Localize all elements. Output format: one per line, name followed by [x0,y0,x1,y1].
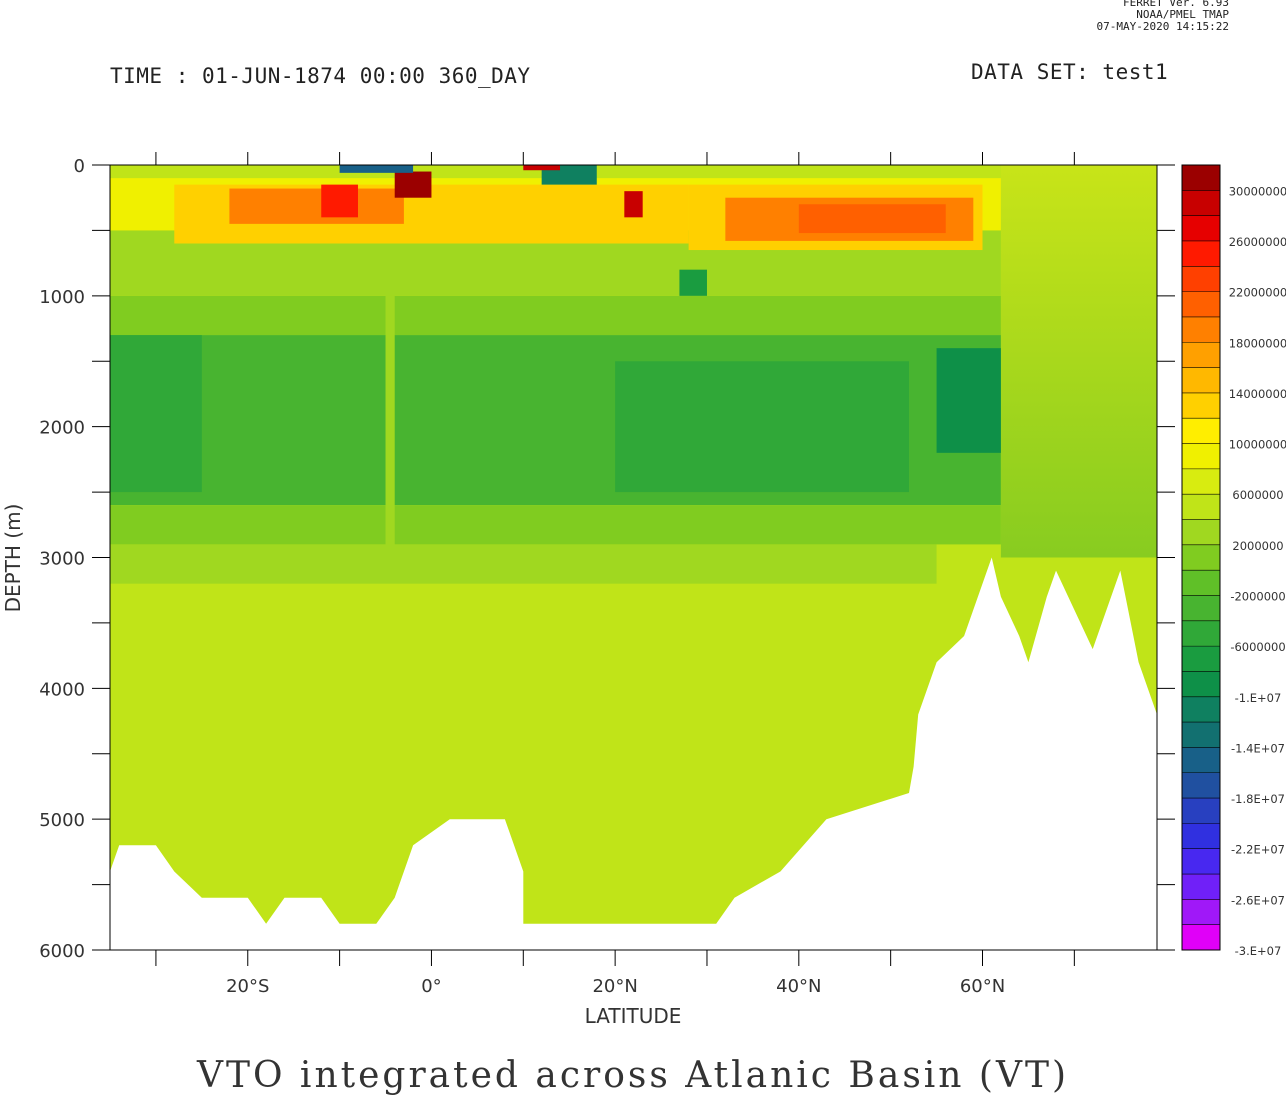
colorbar-swatch [1182,215,1220,242]
field-south-cell-core [229,188,404,224]
field-deep-transition [110,544,937,584]
colorbar-swatch [1182,291,1220,318]
colorbar-swatch [1182,342,1220,368]
colorbar-swatch [1182,848,1220,875]
field-north-cell-peak [798,204,946,234]
colorbar-label: -2.2E+07 [1231,843,1285,857]
x-tick-label: 40°N [776,976,821,997]
colorbar-label: 22000000 [1229,286,1286,300]
colorbar-swatch [1182,722,1220,748]
y-tick-label: 1000 [39,287,85,308]
colorbar-swatch [1182,747,1220,774]
y-tick-label: 4000 [39,679,85,700]
field-deep-lower [110,505,1001,545]
colorbar-swatch [1182,468,1220,495]
ferret-line: FERRET Ver. 6.93 [1123,0,1229,9]
colorbar-swatch [1182,266,1220,293]
colorbar: 30000000 26000000 22000000 18000000 14000000… [1181,164,1286,958]
colorbar-swatch [1182,165,1220,191]
colorbar-swatch [1182,924,1220,951]
colorbar-swatch [1182,418,1220,444]
colorbar-swatch [1182,443,1220,470]
colorbar-label: 10000000 [1229,438,1286,452]
y-tick-label: 5000 [39,810,85,831]
field-deep-upper [110,295,1001,336]
colorbar-label: -1.8E+07 [1231,792,1285,806]
colorbar-swatch [1182,240,1220,267]
colorbar-swatch [1182,494,1220,520]
y-tick-label: 2000 [39,418,85,439]
field-deep-north [936,348,1001,453]
colorbar-label: -6000000 [1230,640,1285,654]
colorbar-swatch [1182,671,1220,698]
field-deep-south [110,335,202,493]
heatmap-field [110,165,1157,950]
colorbar-label: 30000000 [1229,184,1286,198]
x-tick-label: 60°N [960,976,1005,997]
x-tick-label: 20°S [226,976,269,997]
colorbar-swatch [1182,620,1220,647]
colorbar-label: 18000000 [1229,336,1286,350]
x-tick-label: 20°N [592,976,637,997]
ferret-line: NOAA/PMEL TMAP [1136,8,1229,21]
colorbar-swatch [1182,696,1220,723]
colorbar-swatch [1182,570,1220,596]
y-axis: 0 1000 2000 3000 4000 5000 6000 [39,156,1175,962]
colorbar-label: -1.E+07 [1235,691,1282,705]
ferret-line: 07-MAY-2020 14:15:22 [1096,20,1229,33]
colorbar-label: 6000000 [1232,488,1283,502]
colorbar-swatch [1182,316,1220,343]
x-tick-label: 0° [421,976,441,997]
colorbar-swatch [1182,874,1220,900]
x-axis: 20°S 0° 20°N 40°N 60°N [155,152,1075,997]
field-deep-core-strong [615,361,910,493]
y-tick-label: 6000 [39,941,85,962]
chart-title: VTO integrated across Atlanic Basin (VT) [196,1055,1069,1096]
colorbar-swatch [1182,544,1220,571]
colorbar-label: -3.E+07 [1235,944,1282,958]
colorbar-swatch [1182,392,1220,419]
colorbar-swatch [1182,190,1220,217]
colorbar-swatch [1182,367,1220,394]
field-equatorial-core [394,171,432,198]
time-label: TIME : 01-JUN-1874 00:00 360_DAY [110,64,531,88]
y-tick-label: 0 [74,156,85,177]
colorbar-frame [1181,164,1221,951]
field-surface-blue-w [339,165,414,173]
colorbar-swatch [1182,646,1220,672]
colorbar-label: 14000000 [1229,387,1286,401]
colorbar-swatch [1182,519,1220,546]
field-subsurface-blue [679,269,707,296]
ferret-version-stamp: FERRET Ver. 6.93 NOAA/PMEL TMAP 07-MAY-2… [929,0,1229,33]
colorbar-label: -2000000 [1230,589,1285,603]
colorbar-swatch [1182,899,1220,926]
colorbar-swatch [1182,772,1220,799]
field-south-cell-peak [321,184,358,218]
colorbar-label: 26000000 [1229,235,1286,249]
colorbar-label: -1.4E+07 [1231,741,1285,755]
colorbar-swatch [1182,823,1220,850]
field-equatorial-jet [624,191,643,218]
field-ridge-stripe [385,295,395,558]
y-axis-label: DEPTH (m) [1,504,25,613]
bathymetry-mask [110,557,1157,950]
colorbar-swatch [1182,595,1220,622]
colorbar-label: -2.6E+07 [1231,893,1285,907]
colorbar-swatch [1182,798,1220,824]
field-surface-red [523,165,561,171]
dataset-label: DATA SET: test1 [971,60,1169,84]
y-tick-label: 3000 [39,549,85,570]
field-northern-gradient [1000,165,1157,558]
colorbar-label: 2000000 [1232,539,1283,553]
x-axis-label: LATITUDE [585,1004,682,1028]
